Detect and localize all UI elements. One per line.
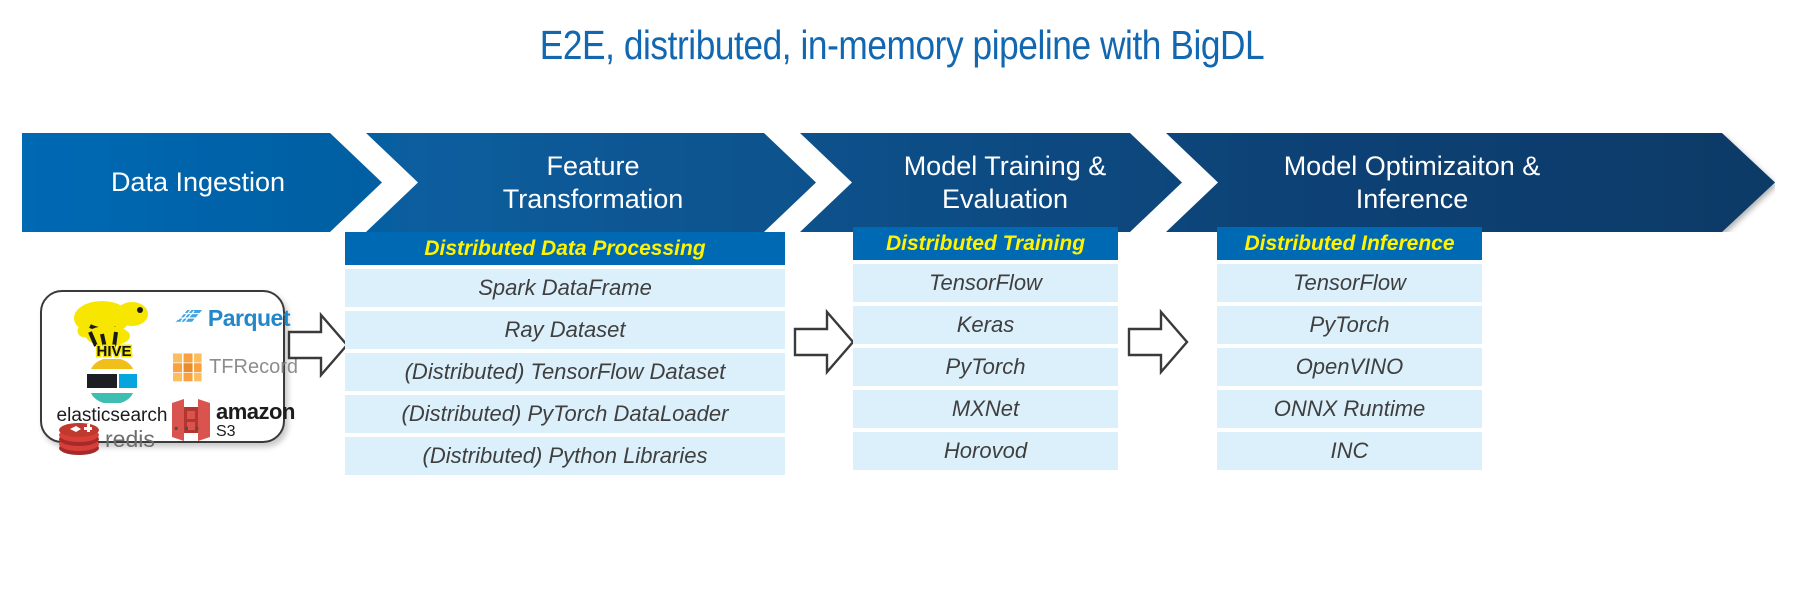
table-row[interactable]: ONNX Runtime <box>1217 390 1482 428</box>
table-row[interactable]: PyTorch <box>853 348 1118 386</box>
table-row[interactable]: PyTorch <box>1217 306 1482 344</box>
table-row[interactable]: MXNet <box>853 390 1118 428</box>
tfrecord-label: TFRecord <box>209 355 298 378</box>
stage-label-model-optimization-inference: Model Optimizaiton & Inference <box>1283 150 1541 214</box>
elasticsearch-icon <box>87 359 137 403</box>
pipeline-stage-banner: Data Ingestion Feature Transformation Mo… <box>22 133 1775 232</box>
table-row[interactable]: OpenVINO <box>1217 348 1482 386</box>
right-arrow-icon <box>287 311 349 379</box>
redis-logo: redis <box>58 420 182 458</box>
right-arrow-icon <box>1127 308 1189 376</box>
parquet-logo: Parquet <box>172 300 291 336</box>
flow-arrow-ingest-to-processing <box>287 310 349 385</box>
source-ellipsis: ... <box>172 404 204 437</box>
table-row[interactable]: Keras <box>853 306 1118 344</box>
redis-icon <box>59 423 99 455</box>
amazon-s3-logo: amazon S3 <box>170 396 300 444</box>
hive-icon: HIVE <box>74 301 148 358</box>
stage-label-model-training-evaluation: Model Training & Evaluation <box>903 150 1107 214</box>
table-row[interactable]: Spark DataFrame <box>345 269 785 307</box>
table-row[interactable]: (Distributed) Python Libraries <box>345 437 785 475</box>
redis-label: redis <box>105 425 155 452</box>
stage-label-feature-transformation: Feature Transformation <box>502 150 684 214</box>
table-distributed-data-processing: Distributed Data Processing Spark DataFr… <box>345 232 785 475</box>
table-row[interactable]: (Distributed) TensorFlow Dataset <box>345 353 785 391</box>
tfrecord-icon <box>173 353 202 382</box>
table-header: Distributed Training <box>853 227 1118 260</box>
data-source-logo-box: HIVE elasticsearch redis <box>40 290 298 455</box>
table-row[interactable]: Horovod <box>853 432 1118 470</box>
right-arrow-icon <box>793 308 855 376</box>
parquet-icon <box>175 306 203 324</box>
table-row[interactable]: INC <box>1217 432 1482 470</box>
s3-label: S3 <box>216 422 236 440</box>
table-header: Distributed Inference <box>1217 227 1482 260</box>
table-row[interactable]: (Distributed) PyTorch DataLoader <box>345 395 785 433</box>
table-distributed-training: Distributed Training TensorFlow Keras Py… <box>853 227 1118 470</box>
amazon-s3-icon <box>172 399 210 441</box>
flow-arrow-training-to-inference <box>1127 307 1189 382</box>
svg-text:HIVE: HIVE <box>96 343 131 358</box>
table-row[interactable]: TensorFlow <box>1217 264 1482 302</box>
table-distributed-inference: Distributed Inference TensorFlow PyTorch… <box>1217 227 1482 470</box>
table-row[interactable]: Ray Dataset <box>345 311 785 349</box>
page-title: E2E, distributed, in-memory pipeline wit… <box>539 22 1265 68</box>
table-header: Distributed Data Processing <box>345 232 785 265</box>
elasticsearch-label: elasticsearch <box>56 405 168 426</box>
amazon-label: amazon <box>216 398 295 424</box>
parquet-label: Parquet <box>207 304 291 331</box>
hive-logo: HIVE <box>60 296 170 358</box>
table-row[interactable]: TensorFlow <box>853 264 1118 302</box>
banner-shape <box>22 133 1775 232</box>
elasticsearch-logo: elasticsearch <box>48 358 176 428</box>
tfrecord-logo: TFRecord <box>170 342 298 392</box>
flow-arrow-processing-to-training <box>793 307 855 382</box>
stage-label-data-ingestion: Data Ingestion <box>110 167 286 197</box>
